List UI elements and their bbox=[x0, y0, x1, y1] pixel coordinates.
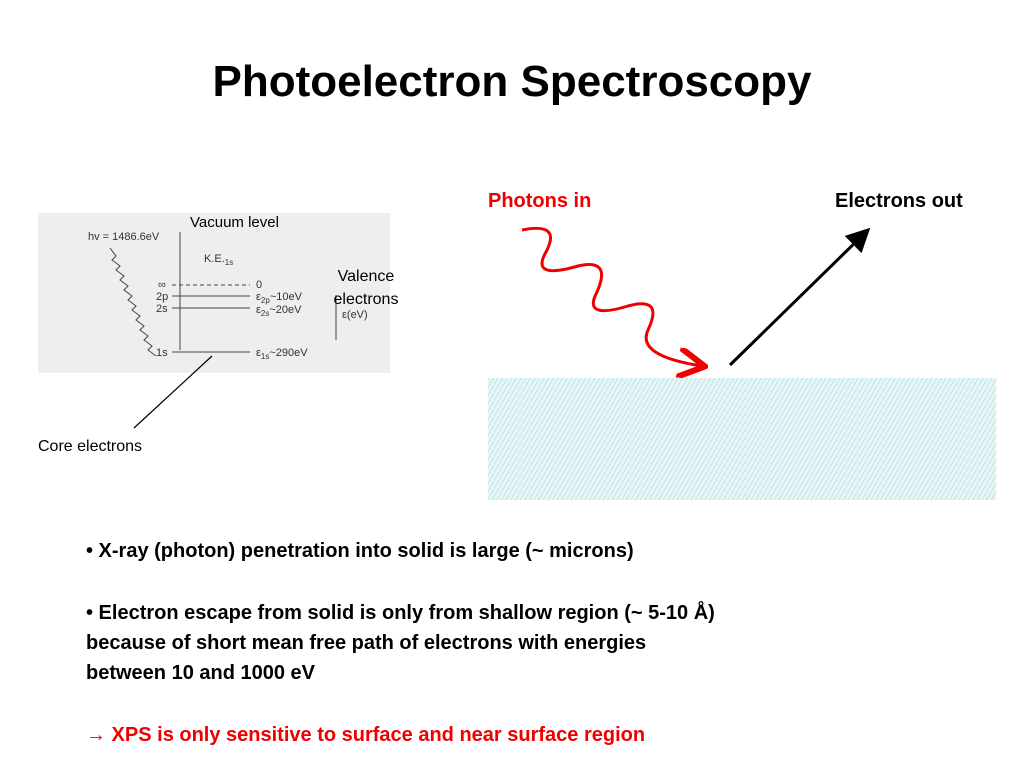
vacuum-label: Vacuum level bbox=[190, 214, 279, 231]
energy-diagram: hv = 1486.6eV K.E.1s ∞ 0 2p 2s 1s ε2p~10… bbox=[38, 213, 390, 373]
level-sub: 1s bbox=[261, 352, 269, 361]
photon-energy: hv = 1486.6eV bbox=[88, 231, 160, 243]
diagram-background bbox=[38, 213, 390, 373]
level-name: 2p bbox=[156, 291, 168, 303]
level-name: 2s bbox=[156, 303, 168, 315]
level-name: 1s bbox=[156, 347, 168, 359]
valence-label: Valence bbox=[338, 268, 395, 285]
conclusion: → XPS is only sensitive to surface and n… bbox=[86, 724, 645, 746]
electrons-label: Electrons out bbox=[835, 190, 963, 212]
level-value: ~290eV bbox=[269, 347, 308, 359]
solid bbox=[488, 378, 996, 500]
level-value: ~20eV bbox=[269, 304, 302, 316]
core-pointer bbox=[133, 355, 213, 429]
ke-text: K.E. bbox=[204, 253, 225, 265]
level-sub: 2s bbox=[261, 309, 269, 318]
bullet: between 10 and 1000 eV bbox=[86, 662, 316, 684]
level-sub: 2p bbox=[261, 296, 270, 305]
zero: 0 bbox=[256, 279, 262, 291]
valence-label: electrons bbox=[334, 291, 399, 308]
photons-label: Photons in bbox=[488, 190, 591, 212]
level-energy: ε1s~290eV bbox=[256, 347, 308, 361]
infinity: ∞ bbox=[158, 279, 166, 291]
level-energy: ε2s~20eV bbox=[256, 304, 302, 318]
epsilon: ε bbox=[256, 291, 261, 303]
bullet: • X-ray (photon) penetration into solid … bbox=[86, 540, 634, 562]
core-label: Core electrons bbox=[38, 438, 142, 455]
level-energy: ε2p~10eV bbox=[256, 291, 303, 305]
electron-arrow bbox=[728, 227, 871, 367]
ke-label: K.E.1s bbox=[204, 253, 233, 267]
epsilon: ε bbox=[256, 304, 261, 316]
energy-axis-label: ε(eV) bbox=[342, 309, 368, 321]
title: Photoelectron Spectroscopy bbox=[212, 57, 812, 106]
photon-arrow bbox=[521, 226, 702, 366]
bullet: because of short mean free path of elect… bbox=[86, 632, 646, 654]
level-value: ~10eV bbox=[270, 291, 303, 303]
ke-sub: 1s bbox=[225, 258, 233, 267]
photon-wave bbox=[109, 247, 157, 357]
epsilon: ε bbox=[256, 347, 261, 359]
bullet: • Electron escape from solid is only fro… bbox=[86, 600, 715, 624]
